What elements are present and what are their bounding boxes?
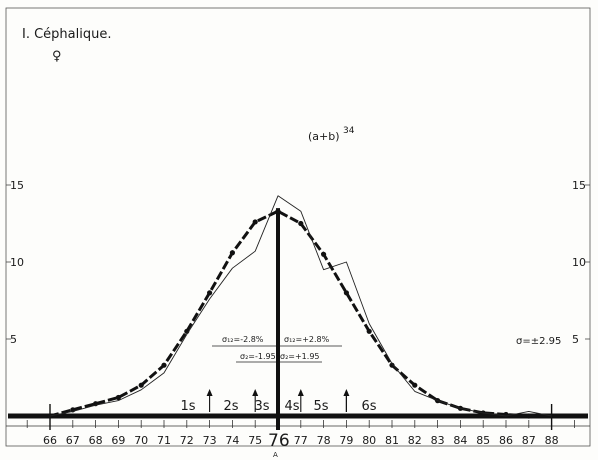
x-tick-label: 70	[134, 434, 148, 447]
binomial-series-point	[275, 208, 281, 214]
sigma-mark-label: 4s	[284, 399, 299, 414]
series-layer	[47, 195, 552, 430]
formula-base: (a+b)	[308, 130, 340, 143]
x-tick-label: 79	[339, 434, 353, 447]
binomial-series-point	[115, 394, 121, 401]
x-tick-label: 85	[476, 434, 490, 447]
binomial-series-point	[412, 382, 418, 388]
plot-frame	[5, 7, 591, 447]
x-tick-label: 84	[453, 434, 467, 447]
x-tick-label: 81	[385, 434, 399, 447]
x-tick-label: 75	[248, 434, 262, 447]
sex-symbol: ♀	[52, 49, 62, 64]
mean-label: 76	[268, 431, 290, 451]
binomial-series-point	[366, 328, 372, 334]
binomial-series-point	[229, 250, 235, 256]
annotation-lower-left: σ₂=-1.95	[240, 352, 276, 361]
binomial-series-point	[207, 290, 213, 296]
y-tick-label-right: 10	[572, 256, 586, 269]
x-tick-label: 77	[294, 434, 308, 447]
sigma-arrow-head	[297, 389, 304, 396]
x-tick-label: 74	[225, 434, 239, 447]
y-tick-label-left: 15	[10, 179, 24, 192]
y-tick-label-right: 15	[572, 179, 586, 192]
formula-label: (a+b) 34	[308, 126, 355, 143]
x-tick-label: 88	[545, 434, 559, 447]
y-tick-label-left: 10	[10, 256, 24, 269]
binomial-series-point	[343, 290, 349, 296]
sigma-mark-label: 3s	[254, 399, 269, 414]
annotation-upper-right: σ₁₂=+2.8%	[284, 335, 330, 344]
formula-exponent: 34	[343, 126, 355, 136]
y-tick-label-right: 5	[572, 333, 579, 346]
y-tick-label-left: 5	[10, 333, 17, 346]
binomial-series-point	[389, 362, 395, 368]
sigma-arrow-head	[206, 389, 213, 396]
x-axis-layer: 66 67 68 69 70 71 72 73 74 75 77 78 79 80 81 82 83 84 85 86…	[6, 404, 590, 447]
binomial-series-point	[161, 362, 167, 368]
x-tick-label: 68	[89, 434, 103, 447]
x-tick-label: 67	[66, 434, 80, 447]
x-tick-label: 71	[157, 434, 171, 447]
x-tick-label: 82	[408, 434, 422, 447]
x-tick-label: 86	[499, 434, 513, 447]
x-tick-label: 87	[522, 434, 536, 447]
sigma-mark-label: 6s	[361, 399, 376, 414]
binomial-series-line	[49, 209, 529, 418]
sigma-mark-label: 2s	[223, 399, 238, 414]
mean-sub-label: A	[273, 451, 278, 459]
annotation-upper-left: σ₁₂=-2.8%	[222, 335, 264, 344]
chart-title: I. Céphalique.	[22, 27, 111, 42]
observed-series-line	[49, 195, 552, 417]
x-tick-label: 78	[317, 434, 331, 447]
x-tick-label: 80	[362, 434, 376, 447]
binomial-series-point	[526, 413, 532, 419]
x-tick-label: 72	[180, 434, 194, 447]
binomial-series-point	[298, 220, 304, 227]
x-tick-label: 73	[203, 434, 217, 447]
s-mark-layer: 1s 2s 3s 4s 5s 6s	[180, 389, 377, 414]
y-axis-layer: 5 5 10 10 15 15	[6, 179, 590, 346]
x-tick-label: 69	[111, 434, 125, 447]
annotation-lower-right: σ₂=+1.95	[280, 352, 320, 361]
sigma-mark-label: 1s	[180, 399, 195, 414]
sigma-arrow-head	[252, 389, 259, 396]
sigma-mark-label: 5s	[313, 399, 328, 414]
x-tick-label: 83	[431, 434, 445, 447]
sigma-label: σ=±2.95	[516, 336, 561, 347]
binomial-series-point	[252, 219, 258, 225]
binomial-series-point	[138, 382, 144, 388]
x-tick-label: 66	[43, 434, 57, 447]
binomial-series-point	[321, 251, 327, 257]
